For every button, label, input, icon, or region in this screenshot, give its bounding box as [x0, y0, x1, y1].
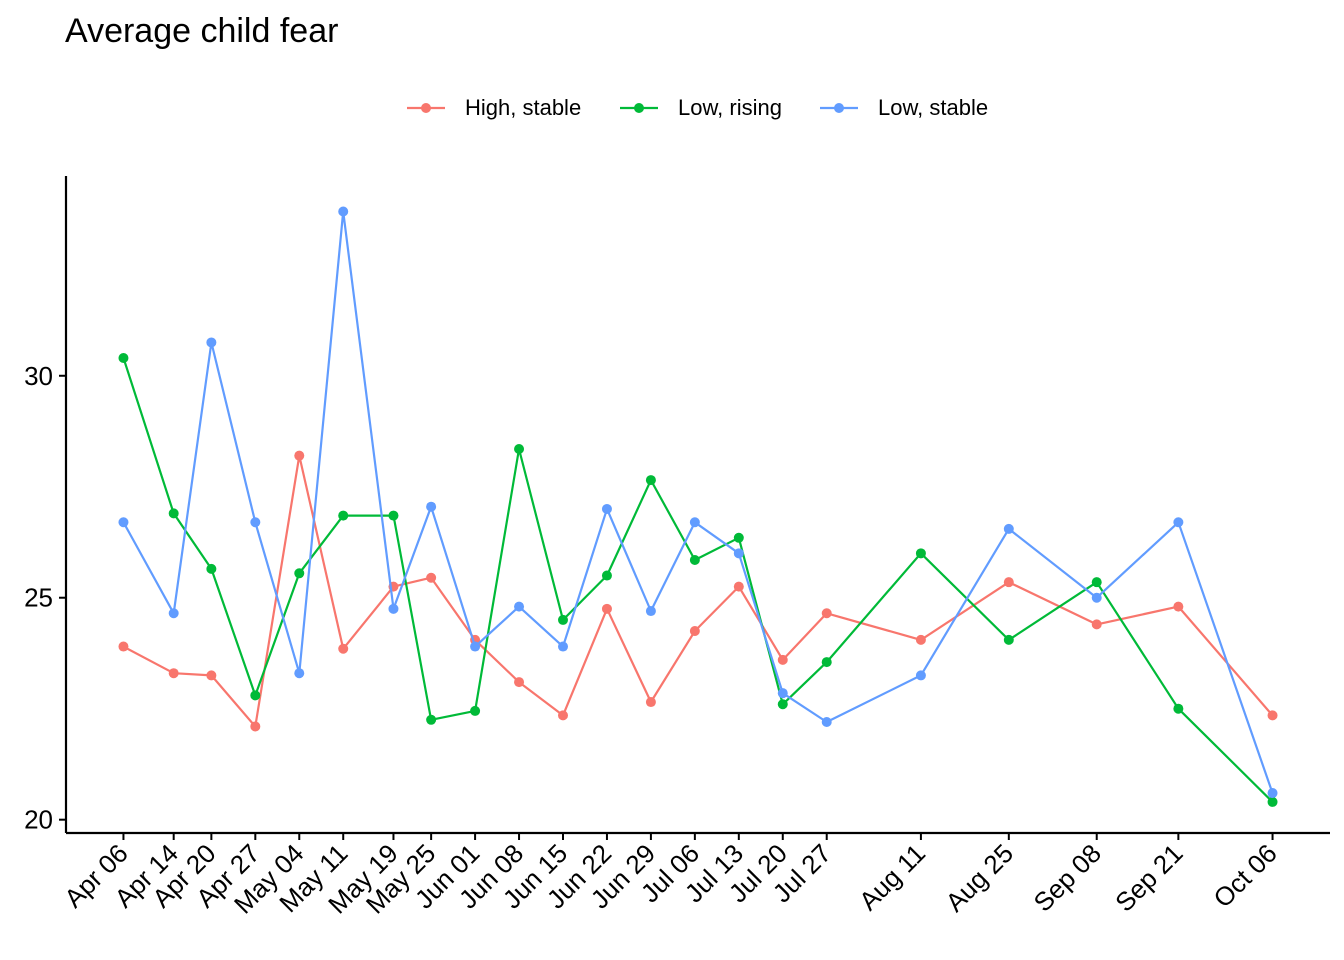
data-point-low-stable	[557, 641, 568, 652]
data-point-low-rising	[118, 353, 129, 364]
data-point-high-stable	[118, 641, 129, 652]
data-point-high-stable	[1267, 710, 1278, 721]
data-point-high-stable	[915, 634, 926, 645]
x-tick-label: Oct 06	[1207, 838, 1282, 913]
data-point-low-rising	[388, 510, 399, 521]
data-point-low-rising	[557, 614, 568, 625]
series-line-low-stable	[122, 210, 1274, 794]
data-point-low-stable	[206, 337, 217, 348]
data-point-high-stable	[1003, 577, 1014, 588]
data-point-high-stable	[733, 581, 744, 592]
legend: High, stable Low, rising Low, stable	[0, 92, 1344, 124]
data-point-high-stable	[338, 643, 349, 654]
legend-key-high-stable	[407, 103, 445, 113]
data-point-high-stable	[426, 572, 437, 583]
data-point-low-rising	[689, 554, 700, 565]
data-point-low-stable	[470, 641, 481, 652]
x-tick-label: Aug 25	[940, 838, 1019, 917]
data-point-low-rising	[294, 568, 305, 579]
data-point-low-stable	[601, 503, 612, 514]
data-point-high-stable	[206, 670, 217, 681]
data-point-low-rising	[915, 548, 926, 559]
data-point-high-stable	[689, 626, 700, 637]
data-point-low-stable	[118, 517, 129, 528]
data-point-high-stable	[250, 721, 261, 732]
data-point-low-rising	[338, 510, 349, 521]
data-point-low-stable	[733, 548, 744, 559]
data-point-high-stable	[777, 654, 788, 665]
data-point-low-stable	[915, 670, 926, 681]
data-point-high-stable	[645, 697, 656, 708]
data-point-low-stable	[1173, 517, 1184, 528]
data-point-low-rising	[470, 705, 481, 716]
data-point-low-stable	[294, 668, 305, 679]
y-tick-label: 25	[24, 583, 53, 613]
data-point-low-rising	[206, 563, 217, 574]
data-point-low-rising	[1091, 577, 1102, 588]
data-point-low-stable	[777, 688, 788, 699]
data-point-low-stable	[338, 206, 349, 217]
data-point-low-rising	[601, 570, 612, 581]
series-line-high-stable	[122, 454, 1274, 728]
data-point-low-stable	[168, 608, 179, 619]
x-tick-label: Sep 21	[1109, 838, 1188, 917]
y-tick-label: 20	[24, 805, 53, 835]
legend-label-high-stable: High, stable	[465, 95, 582, 120]
data-point-low-rising	[733, 532, 744, 543]
x-tick-label: Aug 11	[853, 838, 931, 916]
chart-title: Average child fear	[65, 12, 339, 50]
data-point-high-stable	[1091, 619, 1102, 630]
legend-label-low-stable: Low, stable	[878, 95, 989, 120]
legend-label-low-rising: Low, rising	[678, 95, 782, 120]
data-point-low-stable	[821, 717, 832, 728]
data-point-low-stable	[426, 501, 437, 512]
data-point-low-stable	[1003, 523, 1014, 534]
data-point-low-rising	[1173, 703, 1184, 714]
legend-key-low-rising	[620, 103, 658, 113]
data-point-low-rising	[514, 444, 525, 455]
data-point-low-rising	[250, 690, 261, 701]
x-tick-label: Sep 08	[1027, 838, 1106, 917]
y-tick-label: 30	[24, 361, 53, 391]
data-point-low-stable	[514, 601, 525, 612]
data-point-low-rising	[426, 714, 437, 725]
data-point-low-rising	[645, 475, 656, 486]
data-point-high-stable	[557, 710, 568, 721]
data-point-low-stable	[645, 606, 656, 617]
data-point-high-stable	[514, 677, 525, 688]
legend-key-low-stable	[820, 103, 858, 113]
data-point-high-stable	[601, 603, 612, 614]
data-point-low-rising	[821, 657, 832, 668]
data-point-low-rising	[1267, 796, 1278, 807]
data-point-low-rising	[168, 508, 179, 519]
series-line-low-rising	[122, 357, 1274, 803]
data-point-low-stable	[250, 517, 261, 528]
data-point-low-rising	[1003, 634, 1014, 645]
data-point-low-rising	[777, 699, 788, 710]
data-point-high-stable	[168, 668, 179, 679]
data-point-low-stable	[1267, 788, 1278, 799]
data-point-high-stable	[294, 450, 305, 461]
data-point-high-stable	[821, 608, 832, 619]
data-point-low-stable	[388, 603, 399, 614]
data-point-high-stable	[1173, 601, 1184, 612]
data-point-low-stable	[1091, 592, 1102, 603]
data-point-low-stable	[689, 517, 700, 528]
